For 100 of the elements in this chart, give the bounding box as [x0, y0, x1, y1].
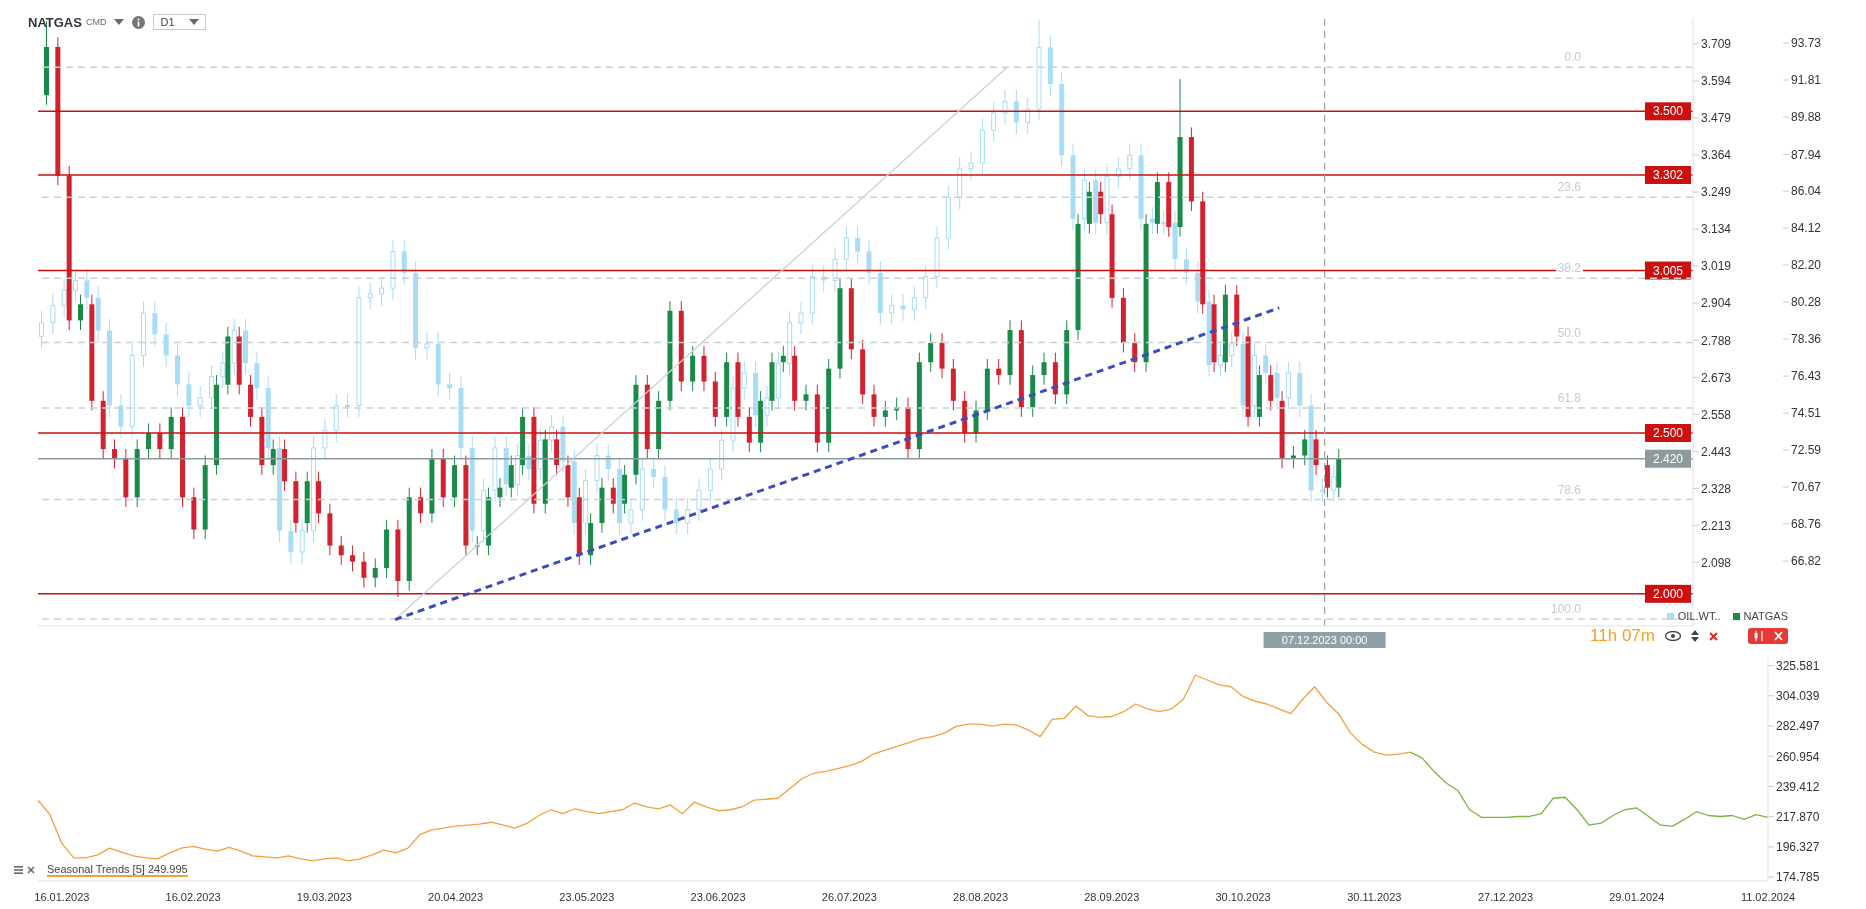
candlestick — [372, 557, 378, 588]
candlestick — [526, 443, 532, 482]
candlestick — [379, 276, 385, 306]
series-label: Seasonal Trends [5] 249.995 — [47, 863, 188, 877]
candlestick — [50, 293, 56, 335]
y-tick-label: 196.327 — [1776, 840, 1820, 855]
y-tick-label: 325.581 — [1776, 658, 1820, 673]
ref-line-label: 2.000 — [1652, 586, 1684, 601]
candlestick — [1127, 143, 1133, 181]
candlestick — [288, 518, 294, 564]
candlestick — [628, 497, 634, 536]
y-tick-label: 2.213 — [1701, 518, 1732, 533]
x-tick-label: 26.07.2023 — [821, 891, 877, 903]
candlestick — [118, 393, 124, 439]
y-tick-label: 217.870 — [1776, 809, 1820, 824]
y2-tick-label: 80.28 — [1791, 295, 1822, 310]
candlestick — [61, 277, 67, 318]
ref-line-label: 3.500 — [1652, 104, 1684, 119]
y-tick-label: 174.785 — [1776, 870, 1820, 885]
candlestick — [84, 268, 90, 310]
x-tick-label: 07.12.2023 00:00 — [1281, 634, 1368, 646]
candlestick — [741, 360, 747, 401]
y2-tick-label: 86.04 — [1791, 184, 1822, 199]
x-tick-label: 23.06.2023 — [690, 891, 746, 903]
candlestick — [855, 226, 861, 264]
candlestick — [220, 351, 226, 389]
x-tick-label: 30.10.2023 — [1215, 891, 1271, 903]
y2-tick-label: 82.20 — [1791, 258, 1822, 273]
candlestick — [338, 535, 344, 566]
ref-line-label: 3.302 — [1652, 167, 1684, 182]
annotation: D1 — [153, 14, 206, 30]
legend-label: OIL.WT.. — [1677, 610, 1721, 622]
x-tick-label: 30.11.2023 — [1347, 891, 1402, 903]
candlestick — [424, 331, 430, 360]
y-tick-label: 304.039 — [1776, 689, 1820, 704]
annotation: 38.2 — [1555, 261, 1583, 276]
annotation: 61.8 — [1555, 390, 1583, 405]
y2-tick-label: 93.73 — [1791, 36, 1822, 51]
annotation: 100.0 — [1548, 601, 1583, 616]
candlestick — [1183, 247, 1189, 285]
line-series — [37, 674, 1411, 862]
candlestick — [1002, 89, 1008, 125]
y-tick-label: 3.479 — [1701, 111, 1732, 126]
annotation: 50.0 — [1555, 325, 1583, 340]
y-tick-label: 2.328 — [1701, 481, 1732, 496]
y2-tick-label: 91.81 — [1791, 73, 1822, 88]
candlestick — [163, 322, 169, 368]
candlestick — [186, 372, 192, 418]
candlestick — [497, 477, 503, 508]
candlestick — [401, 239, 407, 285]
candlestick — [447, 372, 453, 401]
annotation: 0.0 — [1562, 50, 1583, 65]
candlestick — [1229, 331, 1235, 368]
candlestick — [157, 422, 163, 460]
candlestick — [350, 545, 356, 572]
candlestick — [1149, 206, 1155, 235]
candlestick — [900, 293, 906, 322]
candlestick — [361, 551, 367, 588]
y-tick-label: 260.954 — [1776, 749, 1820, 764]
y2-tick-label: 70.67 — [1791, 480, 1822, 495]
candlestick — [889, 293, 895, 326]
y-tick-label: 3.019 — [1701, 259, 1732, 274]
candlestick — [685, 497, 691, 536]
x-tick-label: 28.08.2023 — [953, 891, 1009, 903]
y-tick-label: 2.098 — [1701, 555, 1732, 570]
candlestick — [780, 345, 786, 373]
candlestick — [696, 478, 702, 522]
x-tick-label: 16.01.2023 — [34, 891, 90, 903]
x-tick-label: 27.12.2023 — [1477, 891, 1534, 903]
candlestick — [923, 264, 929, 310]
legend-label: NATGAS — [1743, 610, 1788, 622]
candlestick — [832, 247, 838, 293]
y2-tick-label: 72.59 — [1791, 443, 1822, 458]
y-tick-label: 2.788 — [1701, 333, 1732, 348]
line-series — [1409, 751, 1769, 827]
candlestick — [996, 358, 1002, 386]
candlestick — [197, 385, 203, 418]
y-tick-label: 3.594 — [1701, 74, 1732, 89]
y2-tick-label: 84.12 — [1791, 221, 1822, 236]
y-tick-label: 3.249 — [1701, 185, 1732, 200]
x-tick-label: 28.09.2023 — [1084, 891, 1140, 903]
candlestick — [73, 268, 79, 303]
y-tick-label: 239.412 — [1776, 779, 1820, 794]
candlestick — [882, 400, 888, 428]
text: 11h 07m — [1590, 626, 1655, 646]
candlestick — [1041, 352, 1047, 386]
candlestick — [605, 443, 611, 482]
candlestick — [610, 477, 616, 514]
candlestick — [152, 301, 158, 347]
candlestick — [345, 393, 351, 418]
y2-tick-label: 78.36 — [1791, 332, 1822, 347]
candlestick — [367, 281, 373, 310]
y-tick-label: 2.443 — [1701, 444, 1732, 459]
ref-line-label: 3.005 — [1652, 263, 1684, 278]
candlestick — [928, 332, 934, 373]
x-tick-label: 23.05.2023 — [559, 891, 615, 903]
annotation: 23.6 — [1555, 180, 1583, 195]
candlestick — [707, 457, 713, 503]
y2-tick-label: 74.51 — [1791, 406, 1822, 421]
candlestick — [508, 455, 514, 498]
